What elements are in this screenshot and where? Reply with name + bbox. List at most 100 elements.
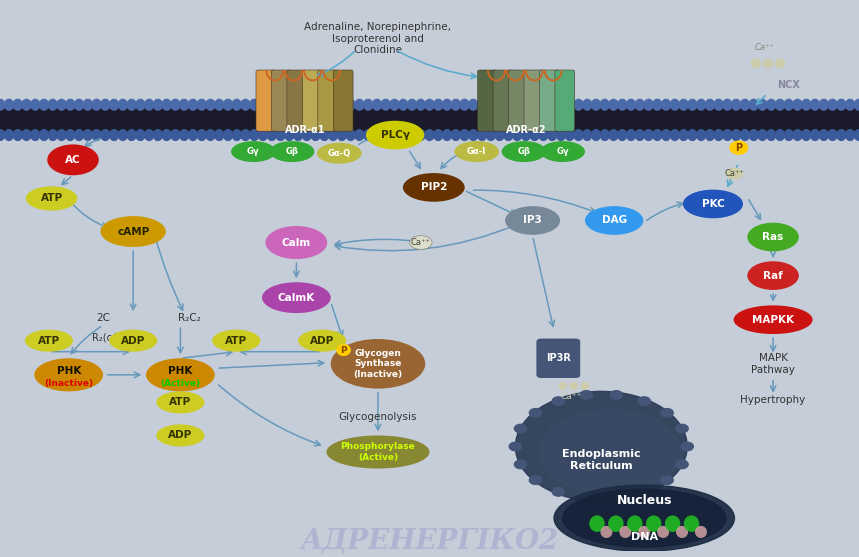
Text: ATP: ATP	[169, 397, 192, 407]
Ellipse shape	[564, 99, 575, 111]
Ellipse shape	[585, 206, 643, 235]
Ellipse shape	[680, 442, 694, 452]
Ellipse shape	[468, 129, 478, 141]
FancyBboxPatch shape	[271, 70, 291, 131]
Ellipse shape	[232, 99, 242, 111]
Ellipse shape	[205, 99, 216, 111]
Ellipse shape	[205, 129, 216, 141]
Text: Glycogenolysis: Glycogenolysis	[338, 412, 417, 422]
Ellipse shape	[514, 460, 527, 470]
Ellipse shape	[747, 223, 799, 251]
Text: (Active): (Active)	[161, 379, 200, 388]
Text: ATP: ATP	[40, 193, 63, 203]
Text: АДРЕНЕРГІКО2: АДРЕНЕРГІКО2	[301, 528, 558, 555]
Ellipse shape	[424, 99, 435, 111]
Ellipse shape	[512, 129, 522, 141]
Ellipse shape	[298, 330, 346, 351]
Ellipse shape	[589, 515, 605, 532]
FancyBboxPatch shape	[493, 70, 513, 131]
Text: ATP: ATP	[225, 336, 247, 346]
Ellipse shape	[485, 129, 496, 141]
Ellipse shape	[433, 99, 443, 111]
FancyBboxPatch shape	[0, 108, 859, 134]
Ellipse shape	[214, 99, 224, 111]
Ellipse shape	[505, 206, 560, 235]
Ellipse shape	[326, 436, 430, 468]
Text: DNA: DNA	[631, 532, 658, 542]
Ellipse shape	[675, 424, 689, 433]
Ellipse shape	[179, 129, 189, 141]
Ellipse shape	[39, 129, 49, 141]
Ellipse shape	[758, 99, 768, 111]
Ellipse shape	[410, 236, 432, 250]
Text: R₂(cAMP)₄: R₂(cAMP)₄	[92, 333, 140, 343]
Ellipse shape	[118, 99, 128, 111]
Ellipse shape	[241, 99, 251, 111]
Ellipse shape	[258, 99, 268, 111]
Ellipse shape	[704, 129, 715, 141]
Ellipse shape	[241, 129, 251, 141]
Ellipse shape	[854, 99, 859, 111]
Ellipse shape	[521, 99, 531, 111]
Ellipse shape	[696, 99, 706, 111]
Ellipse shape	[416, 129, 426, 141]
Ellipse shape	[608, 129, 618, 141]
Ellipse shape	[468, 99, 478, 111]
Ellipse shape	[366, 121, 424, 149]
Ellipse shape	[783, 129, 794, 141]
Ellipse shape	[485, 99, 496, 111]
Ellipse shape	[819, 99, 829, 111]
Ellipse shape	[600, 526, 612, 538]
Ellipse shape	[416, 99, 426, 111]
Ellipse shape	[661, 408, 674, 418]
Ellipse shape	[109, 129, 119, 141]
Text: PIP2: PIP2	[421, 182, 447, 192]
Ellipse shape	[13, 129, 23, 141]
FancyBboxPatch shape	[524, 70, 544, 131]
Ellipse shape	[726, 168, 743, 180]
Ellipse shape	[758, 129, 768, 141]
Ellipse shape	[381, 99, 391, 111]
Ellipse shape	[801, 99, 812, 111]
Text: Hypertrophy: Hypertrophy	[740, 395, 806, 404]
Ellipse shape	[495, 129, 505, 141]
FancyBboxPatch shape	[302, 70, 322, 131]
Ellipse shape	[827, 129, 838, 141]
Ellipse shape	[792, 99, 802, 111]
Ellipse shape	[652, 99, 662, 111]
Text: CalmK: CalmK	[277, 292, 315, 302]
Ellipse shape	[582, 99, 593, 111]
Ellipse shape	[684, 515, 699, 532]
Ellipse shape	[403, 173, 465, 202]
Text: ADR-α2: ADR-α2	[506, 125, 547, 135]
Ellipse shape	[442, 99, 452, 111]
Ellipse shape	[3, 129, 14, 141]
Ellipse shape	[661, 475, 674, 485]
Ellipse shape	[337, 344, 350, 356]
Ellipse shape	[591, 99, 601, 111]
Ellipse shape	[509, 442, 522, 452]
Ellipse shape	[320, 129, 330, 141]
Ellipse shape	[580, 493, 594, 503]
Ellipse shape	[0, 129, 5, 141]
Text: Ca⁺⁺: Ca⁺⁺	[561, 392, 582, 402]
Ellipse shape	[82, 129, 93, 141]
Ellipse shape	[657, 526, 669, 538]
Text: Phosphorylase
(Active): Phosphorylase (Active)	[340, 442, 416, 462]
Ellipse shape	[302, 129, 312, 141]
Ellipse shape	[845, 129, 856, 141]
Ellipse shape	[451, 99, 461, 111]
Ellipse shape	[389, 99, 399, 111]
Ellipse shape	[679, 99, 689, 111]
Ellipse shape	[354, 129, 364, 141]
Ellipse shape	[82, 99, 93, 111]
Ellipse shape	[101, 216, 166, 247]
Ellipse shape	[21, 99, 32, 111]
Text: DAG: DAG	[601, 216, 627, 226]
Ellipse shape	[161, 129, 172, 141]
Ellipse shape	[197, 129, 207, 141]
Ellipse shape	[810, 99, 820, 111]
Ellipse shape	[57, 129, 67, 141]
Ellipse shape	[3, 99, 14, 111]
Ellipse shape	[34, 358, 103, 392]
